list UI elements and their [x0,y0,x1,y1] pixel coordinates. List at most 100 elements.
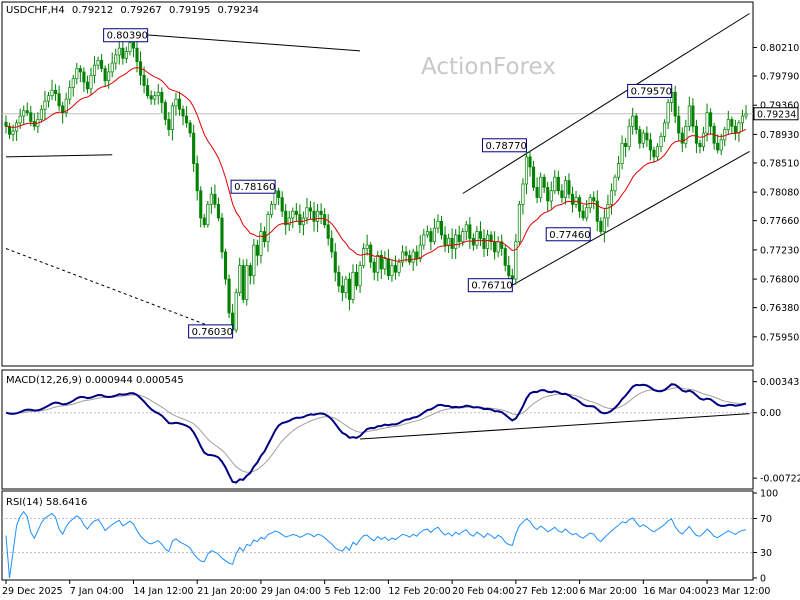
price-tick-label: 0.79360 [760,101,799,112]
candle-body [422,234,426,246]
candle-body [103,68,107,82]
macd-series [5,383,750,484]
candle-body [124,51,128,59]
candle-body [542,176,546,188]
candle-body [535,187,539,198]
candle-body [372,261,376,273]
candle-body [351,271,355,300]
candle-body [641,132,645,144]
candle-body [585,207,589,219]
candle-body [655,146,660,158]
price-annotation-label: 0.76710 [471,281,512,292]
candle-body [376,254,380,273]
price-annotation-label: 0.78770 [485,141,526,152]
rsi-tick-label: 30 [760,548,772,559]
candle-body [153,95,157,100]
time-tick-label: 27 Feb 12:00 [516,586,578,597]
candle-body [39,108,43,120]
candle-body [539,176,543,198]
candle-body [255,244,259,256]
horizontal-support-trendline [5,154,113,158]
price-annotation-box [627,83,673,98]
rsi-panel-frame [1,490,754,581]
candle-body [298,214,302,226]
candle-body [206,204,210,226]
candle-body [514,241,518,280]
candle-body [485,234,490,249]
candle-body [170,105,174,131]
candle-body [517,204,521,243]
candle-body [234,292,238,331]
candle-body [89,74,93,90]
candle-body [673,91,677,117]
candle-body [691,105,695,127]
channel-lower-trendline [512,150,750,286]
candle-body [29,112,33,122]
candle-body [319,210,323,215]
candle-body [100,60,104,69]
candle-body [493,241,497,253]
candle-body [75,68,79,80]
candle-body [454,234,458,249]
candle-body [365,244,369,249]
candle-body [687,105,691,127]
candle-body [570,193,575,205]
candle-body [595,200,599,222]
candle-body [330,237,334,253]
candle-body [578,197,582,212]
macd-tick-label: 0.003432 [760,377,800,388]
candle-body [716,142,720,151]
candle-body [532,166,536,188]
candle-body [347,278,351,300]
candle-body [25,110,29,114]
falling-resistance-trendline [133,33,361,52]
price-tick-label: 0.75950 [760,332,799,343]
candle-body [468,224,472,239]
candle-body [107,71,111,82]
candle-body [464,224,468,232]
candle-body [96,60,100,66]
candle-body [71,78,75,88]
candle-body [719,139,723,151]
price-annotation-box [230,179,276,194]
candle-body [316,210,320,222]
candle-body [358,265,362,287]
candle-body [149,95,153,100]
time-tick-label: 29 Jan 04:00 [261,586,321,597]
price-annotation-label: 0.78160 [234,182,275,193]
candle-body [188,122,192,134]
price-annotation-label: 0.77460 [549,230,590,241]
candle-body [54,89,58,95]
rsi-tick-label: 100 [760,489,778,500]
candle-body [425,231,429,236]
time-tick-label: 5 Feb 12:00 [325,586,381,597]
price-annotations: 0.80390 0.76030 0.78160 0.76710 0.78770 0.774… [103,28,673,339]
rsi-title: RSI(14) 58.6416 [6,497,87,508]
candle-body [287,217,291,226]
candle-body [333,251,337,273]
candle-body [740,115,745,124]
macd-axis: 0.003432 0.00 -0.007223 [753,377,800,485]
candle-body [478,231,482,239]
candle-body [277,190,281,198]
moving-average-series [5,67,747,262]
candle-body [606,204,610,219]
price-annotation-box [467,278,513,293]
candle-body [744,113,748,117]
rsi-axis: 100 70 30 0 [753,489,778,585]
candle-body [624,142,628,147]
candle-body [50,89,54,97]
candle-body [680,132,684,144]
candle-body [450,237,454,249]
price-tick-label: 0.76380 [760,303,799,314]
candle-body [11,130,15,135]
macd-title: MACD(12,26,9) 0.000944 0.000545 [6,375,184,386]
candle-body [733,125,737,134]
candle-body [546,187,550,202]
candle-body [613,176,617,192]
candle-body [209,193,213,205]
candle-body [666,102,670,124]
candle-body [556,176,560,192]
